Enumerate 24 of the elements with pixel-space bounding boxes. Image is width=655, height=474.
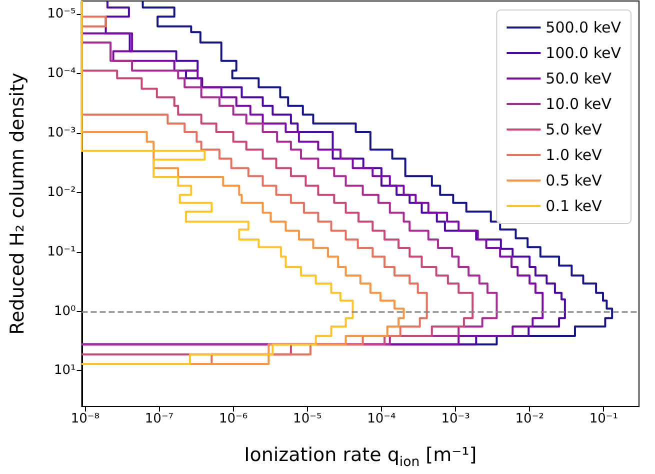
y-tick-label: 10⁻⁵ — [47, 6, 76, 22]
x-tick-label: 10⁻⁶ — [218, 412, 248, 426]
y-tick-label: 10⁻¹ — [47, 244, 76, 260]
x-tick-label: 10⁻⁸ — [70, 412, 100, 426]
y-axis-title: Reduced H₂ column density — [6, 72, 28, 335]
y-tick-label: 10⁰ — [54, 304, 76, 319]
x-tick-label: 10⁻⁷ — [144, 412, 174, 426]
x-tick-label: 10⁻³ — [441, 412, 470, 426]
x-tick-label: 10⁻⁴ — [367, 412, 396, 426]
legend-label: 50.0 keV — [546, 70, 612, 88]
legend-label: 0.5 keV — [546, 172, 603, 190]
legend-label: 500.0 keV — [546, 18, 622, 36]
x-tick-label: 10⁻² — [515, 412, 544, 426]
y-tick-label: 10¹ — [54, 363, 76, 378]
legend-label: 10.0 keV — [546, 95, 612, 113]
x-tick-label: 10⁻⁵ — [293, 412, 322, 426]
x-tick-label: 10⁻¹ — [589, 412, 618, 426]
legend-label: 100.0 keV — [546, 44, 622, 62]
y-tick-label: 10⁻⁴ — [47, 66, 76, 82]
legend-label: 1.0 keV — [546, 146, 603, 164]
legend-label: 0.1 keV — [546, 197, 603, 215]
y-tick-label: 10⁻³ — [47, 126, 76, 141]
y-tick-label: 10⁻² — [47, 184, 76, 200]
legend-label: 5.0 keV — [546, 120, 603, 138]
